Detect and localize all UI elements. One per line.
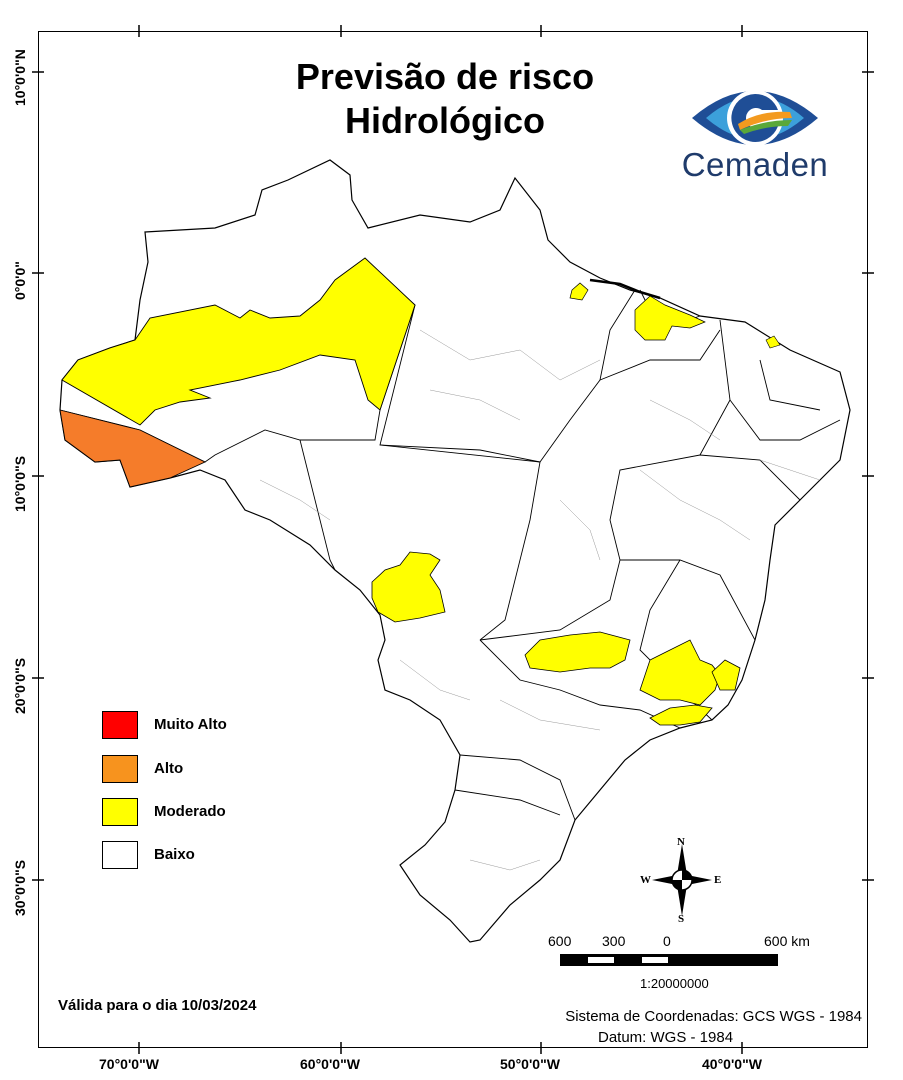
risk-area-moderado-espirito-santo xyxy=(711,659,741,691)
lat-label-20s: 20°0'0"S xyxy=(12,657,28,714)
scale-label-300: 300 xyxy=(602,933,626,949)
lon-label-60w: 60°0'0"W xyxy=(300,1056,360,1072)
lat-label-30s: 30°0'0"S xyxy=(12,859,28,916)
datum: Datum: WGS - 1984 xyxy=(598,1029,734,1046)
municipal-boundaries xyxy=(259,329,821,871)
lat-label-10s: 10°0'0"S xyxy=(12,455,28,512)
legend-label-moderado: Moderado xyxy=(154,803,226,820)
risk-area-moderado-goias-minas xyxy=(524,631,631,673)
legend-swatch-moderado xyxy=(102,798,138,826)
legend-swatch-baixo xyxy=(102,841,138,869)
risk-area-moderado-maranhao xyxy=(634,295,706,341)
legend-item-baixo: Baixo xyxy=(102,841,302,871)
title-line-2: Hidrológico xyxy=(345,100,545,141)
risk-area-moderado-amazonas xyxy=(61,257,416,426)
graticule-ticks xyxy=(32,25,874,1054)
map-title: Previsão de risco Hidrológico xyxy=(230,55,660,143)
scale-ratio: 1:20000000 xyxy=(640,976,709,991)
legend-label-alto: Alto xyxy=(154,760,184,777)
scale-label-600-km: 600 km xyxy=(764,933,810,949)
lon-label-40w: 40°0'0"W xyxy=(702,1056,762,1072)
title-line-1: Previsão de risco xyxy=(295,56,595,97)
legend-swatch-muito-alto xyxy=(102,711,138,739)
cemaden-eye-logo-icon xyxy=(692,90,818,146)
risk-area-moderado-mato-grosso xyxy=(371,551,446,623)
legend-label-baixo: Baixo xyxy=(154,846,195,863)
compass-s: S xyxy=(678,913,685,925)
compass-w: W xyxy=(640,874,651,886)
legend-label-muito-alto: Muito Alto xyxy=(154,716,227,733)
legend-item-alto: Alto xyxy=(102,755,302,785)
validity-date: Válida para o dia 10/03/2024 xyxy=(58,997,257,1014)
lat-label-10n: 10°0'0"N xyxy=(12,49,28,106)
lon-label-70w: 70°0'0"W xyxy=(99,1056,159,1072)
scale-label-0: 0 xyxy=(663,933,671,949)
scale-label-600-left: 600 xyxy=(548,933,572,949)
compass-n: N xyxy=(677,836,685,848)
compass-e: E xyxy=(714,874,722,886)
legend-swatch-alto xyxy=(102,755,138,783)
legend-item-muito-alto: Muito Alto xyxy=(102,711,302,741)
legend-item-moderado: Moderado xyxy=(102,798,302,828)
coordinate-system: Sistema de Coordenadas: GCS WGS - 1984 xyxy=(565,1008,862,1025)
risk-area-moderado-rio xyxy=(649,704,713,726)
risk-area-alto-acre xyxy=(59,409,207,488)
lat-label-0: 0°0'0" xyxy=(12,261,28,300)
compass-rose xyxy=(652,844,712,916)
risk-area-moderado-ceara xyxy=(765,335,781,349)
risk-area-moderado-amapa xyxy=(569,282,589,301)
logo-text: Cemaden xyxy=(681,146,829,183)
coastline-amapa-accent xyxy=(589,278,661,300)
lon-label-50w: 50°0'0"W xyxy=(500,1056,560,1072)
scale-bar xyxy=(560,954,778,966)
